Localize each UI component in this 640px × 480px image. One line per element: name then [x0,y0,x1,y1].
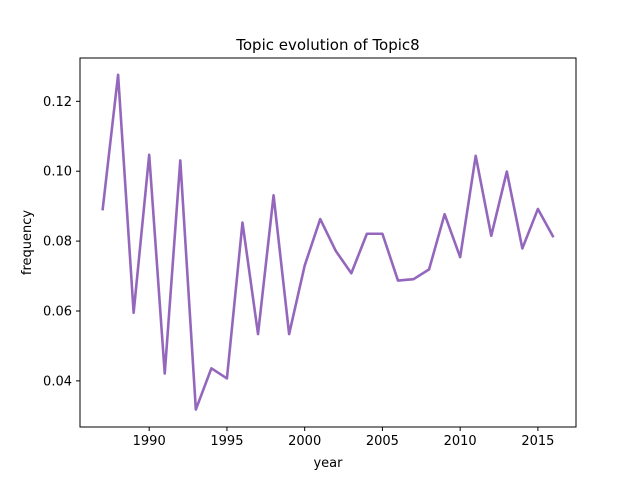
plot-area [80,58,576,427]
y-axis-label: frequency [20,210,35,276]
x-tick-label: 2010 [444,434,477,449]
x-tick-label: 2005 [366,434,399,449]
plot-background [80,58,576,427]
x-tick-label: 2000 [288,434,321,449]
x-axis-label: year [313,456,343,471]
x-axis: 1990 1995 2000 2005 2010 2015 [133,427,554,449]
y-axis: 0.04 0.06 0.08 0.10 0.12 [43,95,80,389]
plot-frame [79,57,577,428]
y-tick-label: 0.12 [43,95,72,110]
y-tick-label: 0.06 [43,304,72,319]
x-tick-label: 1990 [133,434,166,449]
y-tick-label: 0.08 [43,235,72,250]
x-tick-label: 1995 [210,434,243,449]
series-layer [101,73,555,411]
x-tick-label: 2015 [521,434,554,449]
series-line [101,73,555,411]
chart-title: Topic evolution of Topic8 [235,36,419,54]
y-tick-label: 0.10 [43,165,72,180]
y-tick-label: 0.04 [43,374,72,389]
